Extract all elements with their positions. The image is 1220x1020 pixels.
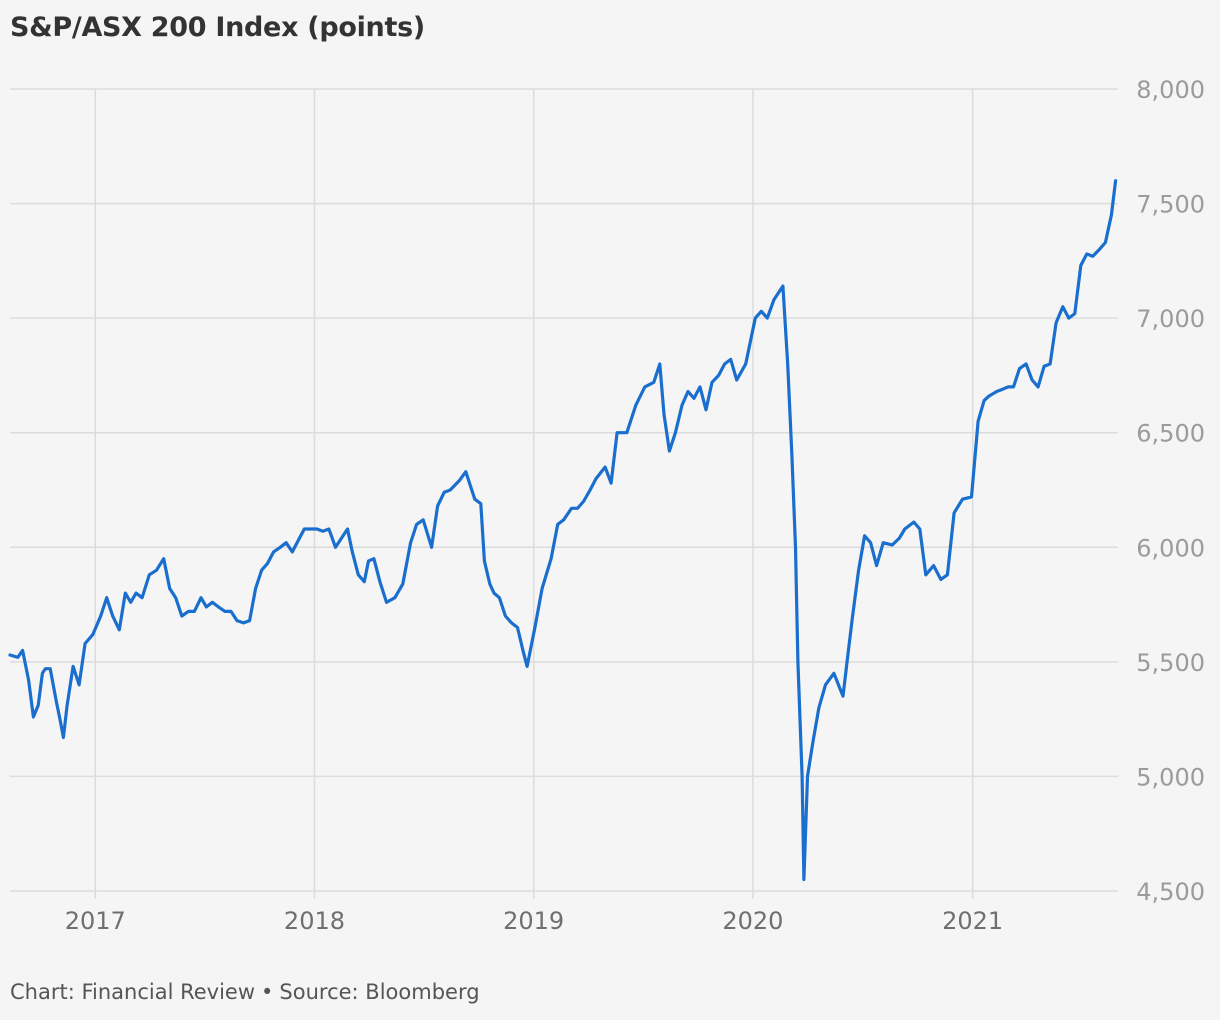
y-tick-label: 7,000 [1136, 305, 1205, 333]
y-tick-label: 7,500 [1136, 191, 1205, 219]
x-tick-label: 2020 [722, 907, 783, 935]
y-tick-label: 6,500 [1136, 420, 1205, 448]
chart-source: Source: Bloomberg [279, 980, 480, 1004]
y-axis: 4,500 5,000 5,500 6,000 6,500 7,000 7,500 8,000 [1136, 76, 1205, 906]
series-layer [8, 179, 1118, 882]
series-line [8, 179, 1118, 882]
y-tick-label: 6,000 [1136, 534, 1205, 562]
x-tick-label: 2021 [942, 907, 1003, 935]
y-tick-label: 5,500 [1136, 649, 1205, 677]
y-tick-label: 8,000 [1136, 76, 1205, 104]
y-tick-label: 4,500 [1136, 878, 1205, 906]
y-tick-label: 5,000 [1136, 763, 1205, 791]
chart-title: S&P/ASX 200 Index (points) [10, 12, 425, 43]
footer-separator: • [261, 980, 274, 1004]
x-tick-label: 2019 [503, 907, 564, 935]
x-tick-label: 2017 [65, 907, 126, 935]
chart-credit: Chart: Financial Review [10, 980, 256, 1004]
x-tick-label: 2018 [284, 907, 345, 935]
chart-footer: Chart: Financial Review • Source: Bloomber… [10, 980, 480, 1004]
grid [10, 88, 1118, 899]
line-chart: 4,500 5,000 5,500 6,000 6,500 7,000 7,500 8,000… [8, 76, 1205, 935]
x-axis: 2017 2018 2019 2020 2021 [65, 907, 1003, 935]
